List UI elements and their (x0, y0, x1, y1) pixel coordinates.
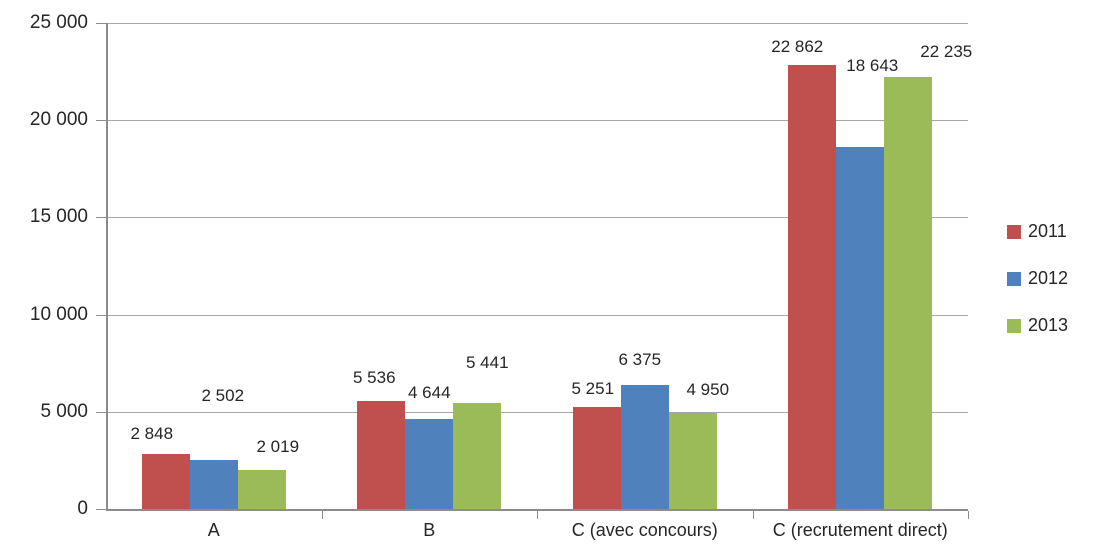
legend-label: 2012 (1028, 268, 1069, 288)
y-tick-5000 (96, 411, 106, 413)
y-tick-10000 (96, 314, 106, 316)
y-tick-25000 (96, 23, 106, 24)
bar-2013-B (453, 403, 502, 509)
x-axis-label-1: B (423, 520, 436, 540)
bar-value-label: 4 950 (686, 379, 730, 399)
gridline-25000 (106, 23, 968, 24)
bar-2011-C (recrutement direct) (788, 64, 837, 509)
legend-item-2011: 2011 (1007, 221, 1068, 242)
legend-swatch-2013 (1007, 318, 1021, 333)
gridline-20000 (106, 120, 968, 122)
bar-value-label: 2 502 (201, 386, 245, 406)
x-tick-4 (968, 511, 969, 519)
gridline-10000 (106, 314, 968, 316)
bar-value-label: 22 235 (920, 41, 973, 61)
x-axis-label-2: C (avec concours) (571, 520, 718, 540)
legend-label: 2011 (1028, 221, 1067, 241)
x-axis-label-0: A (207, 520, 220, 540)
legend-item-2012: 2012 (1007, 268, 1068, 289)
bar-2012-A (189, 460, 238, 509)
legend: 2011 2012 2013 (1007, 221, 1068, 336)
y-axis-label-10000: 10 000 (29, 303, 88, 325)
y-axis-label-25000: 25 000 (29, 12, 88, 33)
x-tick-2 (537, 511, 538, 519)
bar-value-label: 2 019 (256, 436, 300, 456)
y-tick-20000 (96, 120, 106, 122)
bar-2012-C (avec concours) (620, 385, 669, 509)
gridline-15000 (106, 217, 968, 219)
bar-value-label: 22 862 (771, 36, 824, 56)
y-axis-label-5000: 5 000 (40, 400, 88, 422)
bar-value-label: 5 536 (352, 368, 396, 388)
x-axis-line (106, 509, 968, 511)
bar-value-label: 5 251 (571, 378, 615, 398)
y-axis-label-15000: 15 000 (29, 206, 88, 228)
legend-swatch-2011 (1007, 224, 1021, 239)
x-axis-label-3: C (recrutement direct) (772, 520, 948, 540)
legend-swatch-2012 (1007, 271, 1021, 286)
bar-value-label: 6 375 (618, 350, 662, 370)
bar-value-label: 4 644 (407, 382, 451, 402)
x-tick-3 (752, 511, 754, 519)
y-axis-line (106, 23, 108, 511)
bar-2012-B (405, 418, 454, 509)
bar-2013-A (237, 469, 286, 509)
bar-2012-C (recrutement direct) (836, 146, 885, 509)
gridline-5000 (106, 411, 968, 413)
bar-2013-C (recrutement direct) (884, 76, 933, 509)
legend-label: 2013 (1028, 315, 1069, 335)
y-tick-0 (96, 509, 106, 510)
bar-value-label: 18 643 (846, 55, 899, 75)
y-tick-15000 (96, 217, 106, 219)
bar-value-label: 2 848 (130, 423, 174, 443)
y-axis-label-20000: 20 000 (29, 109, 88, 131)
bar-value-label: 5 441 (465, 353, 509, 373)
bar-2013-C (avec concours) (668, 412, 717, 509)
x-tick-1 (321, 511, 323, 519)
y-axis-label-0: 0 (77, 498, 88, 519)
legend-item-2013: 2013 (1007, 315, 1068, 336)
bar-2011-B (357, 401, 406, 509)
bar-2011-C (avec concours) (572, 406, 621, 509)
bar-2011-A (141, 453, 190, 509)
